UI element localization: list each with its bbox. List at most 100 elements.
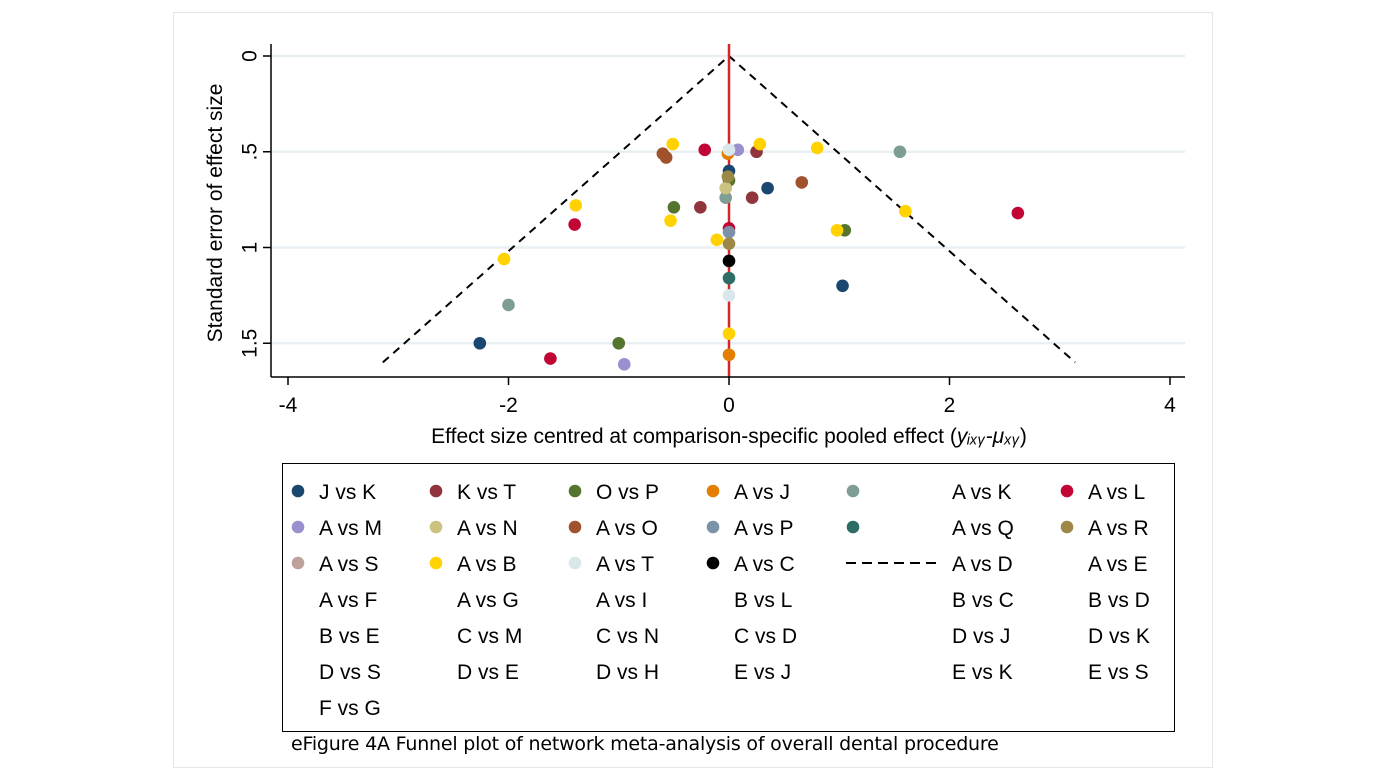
data-point [745,191,759,205]
legend-label: A vs O [596,517,658,540]
legend-marker [291,520,305,534]
data-point [810,141,824,155]
legend-label: A vs M [319,517,382,540]
legend-marker [706,556,720,570]
legend-marker [846,484,860,498]
legend-label: A vs G [457,589,519,612]
legend-label: A vs D [952,553,1013,576]
x-axis-label-math: yᵢₓᵧ-μₓᵧ [955,425,1020,448]
legend-marker [1060,484,1074,498]
legend-marker [429,520,443,534]
data-point [569,199,583,212]
data-point [667,200,681,214]
data-point [722,225,736,239]
data-point [617,358,631,371]
x-axis-label: Effect size centred at comparison-specif… [431,425,1027,448]
legend-label: A vs S [319,553,379,576]
legend-label: C vs N [596,625,659,648]
legend-label: A vs Q [952,517,1014,540]
legend-marker [291,556,305,570]
data-point [719,191,732,205]
data-point [664,214,677,227]
legend-marker [1060,520,1074,534]
legend-marker [429,556,443,570]
x-tick-label: 0 [723,394,735,417]
data-point [722,289,736,302]
data-point [473,336,487,350]
legend-label: A vs T [596,553,654,576]
x-axis-label-close: ) [1020,425,1027,448]
y-axis-label: Standard error of effect size [204,84,227,343]
legend: J vs K K vs T O vs P A vs J A vs K A vs L A vs… [282,463,1175,732]
legend-label: B vs C [952,589,1014,612]
data-point [698,143,712,157]
data-point [722,271,736,285]
data-point [722,143,736,157]
legend-label: C vs M [457,625,522,648]
data-point [612,336,626,350]
legend-marker [706,520,720,534]
legend-label: B vs L [734,589,792,612]
data-points [473,137,1025,371]
legend-label: A vs L [1088,481,1145,504]
data-point [721,170,735,183]
legend-marker [568,556,582,570]
data-point [731,143,745,157]
data-point [722,237,736,250]
data-point [795,176,809,189]
legend-label: J vs K [319,481,376,504]
legend-entries: J vs K K vs T O vs P A vs J A vs K A vs L A vs… [291,481,1150,720]
axes [263,44,1185,385]
legend-marker [568,484,582,498]
data-point [694,200,707,214]
data-point [722,327,736,340]
legend-label: A vs N [457,517,518,540]
legend-marker [291,484,305,498]
figure-frame [173,12,1213,768]
legend-label: C vs D [734,625,797,648]
x-tick-label: 4 [1164,394,1176,417]
legend-label: A vs E [1088,553,1148,576]
x-tick-label: -2 [499,394,518,417]
legend-label: O vs P [596,481,659,504]
legend-label: A vs P [734,517,794,540]
data-point [659,151,673,164]
legend-label: A vs I [596,589,647,612]
data-point [666,137,680,151]
data-point [761,181,774,195]
legend-label: K vs T [457,481,516,504]
data-point [830,223,844,237]
legend-label: F vs G [319,697,381,720]
data-point [753,137,767,151]
legend-label: A vs J [734,481,790,504]
legend-label: E vs J [734,661,791,684]
legend-label: A vs F [319,589,377,612]
data-point [719,181,732,195]
data-point [1011,206,1025,220]
data-point [893,145,907,159]
data-point [836,279,849,293]
y-tick-label: .5 [239,143,262,161]
data-point [544,352,557,365]
figure-caption: eFigure 4A Funnel plot of network meta-a… [291,733,999,755]
data-point [899,204,912,218]
legend-label: B vs D [1088,589,1150,612]
legend-label: A vs K [952,481,1012,504]
legend-label: A vs R [1088,517,1149,540]
x-tick-label: 2 [944,394,956,417]
legend-label: D vs E [457,661,519,684]
legend-label: B vs E [319,625,380,648]
legend-label: E vs S [1088,661,1149,684]
y-tick-label: 1.5 [239,329,262,358]
x-axis-label-text: Effect size centred at comparison-specif… [431,425,957,448]
data-point [568,218,581,231]
x-tick-label: -4 [279,394,298,417]
legend-marker [846,520,860,534]
data-point [710,233,724,247]
data-point [722,254,736,268]
y-tick-label: 1 [239,242,262,254]
legend-label: A vs C [734,553,795,576]
legend-label: E vs K [952,661,1013,684]
data-point [502,298,515,312]
